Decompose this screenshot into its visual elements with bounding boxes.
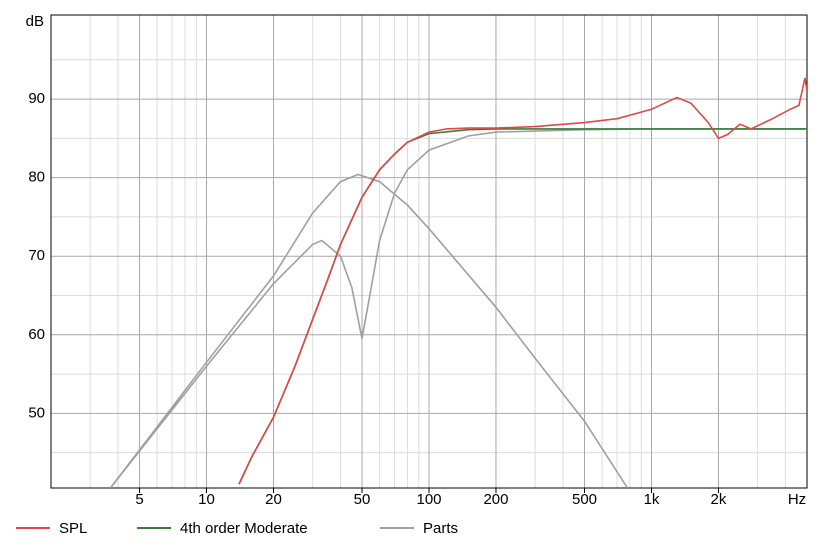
y-tick-label: 50: [28, 404, 45, 421]
x-tick-label: 100: [416, 491, 441, 508]
series-line: [109, 128, 807, 488]
x-tick-label: 1k: [644, 491, 660, 508]
x-tick-label: 2k: [711, 491, 727, 508]
legend-label: 4th order Moderate: [180, 520, 308, 537]
y-tick-label: 70: [28, 247, 45, 264]
x-tick-label: 5: [135, 491, 143, 508]
legend-label: SPL: [59, 520, 87, 537]
x-tick-label: 200: [483, 491, 508, 508]
plot-border: [50, 14, 808, 489]
x-axis-label: Hz: [788, 491, 806, 508]
x-tick-label: 500: [572, 491, 597, 508]
y-tick-label: 60: [28, 326, 45, 343]
x-tick-label: 50: [354, 491, 371, 508]
y-axis-label: dB: [26, 13, 44, 30]
series-line: [238, 77, 807, 485]
y-tick-label: 80: [28, 169, 45, 186]
y-tick-label: 90: [28, 90, 45, 107]
x-tick-label: 10: [198, 491, 215, 508]
legend-label: Parts: [423, 520, 458, 537]
x-tick-label: 20: [265, 491, 282, 508]
